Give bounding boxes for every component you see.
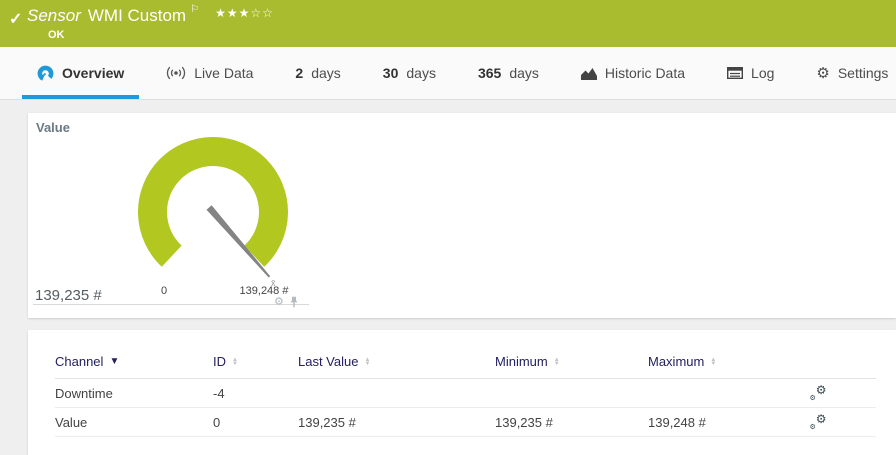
gauge-title: Value	[36, 120, 70, 135]
gauge-min-label: 0	[160, 285, 168, 297]
gauge-tools: ⚙	[274, 296, 299, 308]
channel-settings-gears-icon[interactable]: ⚙ ⚙	[809, 411, 827, 431]
sensor-type-label: Sensor	[27, 6, 81, 25]
cell-channel[interactable]: Downtime	[55, 385, 113, 401]
table-row-downtime[interactable]: Downtime -4 ⚙ ⚙	[55, 379, 876, 408]
tab-30-days[interactable]: 30 days	[368, 47, 451, 99]
tab-365-days[interactable]: 365 days	[463, 47, 554, 99]
tab-historic-data-label: Historic Data	[604, 65, 686, 81]
gauge-settings-gear-icon[interactable]: ⚙	[274, 295, 284, 308]
sensor-title: WMI Custom	[87, 6, 187, 25]
tab-30-days-number: 30	[382, 65, 399, 81]
cell-maximum: 139,248 #	[648, 414, 706, 430]
gauge-arc	[138, 137, 288, 267]
stars-filled[interactable]: ★★★	[215, 6, 251, 20]
table-row-value[interactable]: Value 0 139,235 # 139,235 # 139,248 # ⚙ ⚙	[55, 408, 876, 437]
sort-idle-icon: ▲ ▼	[710, 356, 717, 367]
channels-table: Channel ▼ ID ▲ ▼ Last Value ▲ ▼ Minimum ▲ ▼…	[28, 330, 896, 437]
stars-empty[interactable]: ☆☆	[250, 6, 274, 20]
gauge-chart: x̄	[138, 137, 288, 288]
gauge-needle	[206, 205, 271, 278]
tab-overview-label: Overview	[62, 65, 125, 81]
sort-desc-icon: ▼	[109, 356, 120, 367]
gauge-max-label: 139,248 #	[239, 285, 289, 297]
sensor-header: ✓ Sensor WMI Custom ⚐ ★★★☆☆ OK	[0, 0, 896, 47]
tab-settings[interactable]: ⚙ Settings	[801, 47, 896, 99]
tab-log[interactable]: Log	[712, 47, 789, 99]
column-header-last-value-label: Last Value	[298, 354, 359, 369]
cell-id: 0	[213, 414, 221, 430]
gauge-mean-marker: x̄	[271, 278, 276, 288]
column-header-maximum[interactable]: Maximum ▲ ▼	[648, 354, 788, 369]
area-chart-icon	[580, 67, 597, 80]
column-header-id[interactable]: ID ▲ ▼	[213, 354, 298, 369]
tab-settings-label: Settings	[837, 65, 889, 81]
tab-historic-data[interactable]: Historic Data	[566, 47, 700, 99]
tab-365-days-number: 365	[477, 65, 502, 81]
sort-idle-icon: ▲ ▼	[232, 356, 238, 367]
log-list-icon	[727, 67, 744, 79]
pin-icon[interactable]	[289, 296, 299, 308]
column-header-maximum-label: Maximum	[648, 354, 705, 369]
column-header-minimum-label: Minimum	[495, 354, 548, 369]
tab-2-days-number: 2	[295, 65, 304, 81]
column-header-channel-label: Channel	[55, 354, 104, 369]
sort-idle-icon: ▲ ▼	[553, 356, 560, 367]
tab-2-days[interactable]: 2 days	[280, 47, 355, 99]
cell-channel[interactable]: Value	[55, 414, 88, 430]
channels-panel: Channel ▼ ID ▲ ▼ Last Value ▲ ▼ Minimum ▲ ▼…	[28, 330, 896, 455]
column-header-channel[interactable]: Channel ▼	[55, 354, 213, 369]
status-ok-check-icon: ✓	[9, 11, 23, 28]
tab-bar: Overview Live Data 2 days 30 days 365 da…	[0, 47, 896, 100]
gauge-panel: Value x̄ 0 139,248 # 139,235 # ⚙	[28, 113, 896, 318]
tab-2-days-label: days	[311, 65, 341, 81]
column-header-minimum[interactable]: Minimum ▲ ▼	[495, 354, 648, 369]
cell-minimum: 139,235 #	[495, 414, 553, 430]
status-badge: OK	[48, 29, 65, 41]
flag-icon[interactable]: ⚐	[190, 4, 200, 15]
tab-30-days-label: days	[406, 65, 436, 81]
sort-idle-icon: ▲ ▼	[364, 356, 371, 367]
gauge-widget[interactable]: Value x̄ 0 139,248 # 139,235 # ⚙	[33, 118, 309, 308]
channel-settings-gears-icon[interactable]: ⚙ ⚙	[809, 382, 827, 402]
tab-live-data-label: Live Data	[194, 65, 254, 81]
settings-gear-icon: ⚙	[816, 64, 830, 82]
cell-last-value: 139,235 #	[298, 414, 356, 430]
column-header-last-value[interactable]: Last Value ▲ ▼	[298, 354, 495, 369]
cell-id: -4	[213, 385, 225, 401]
tab-overview[interactable]: Overview	[22, 47, 140, 99]
tab-log-label: Log	[751, 65, 775, 81]
column-header-id-label: ID	[213, 354, 226, 369]
tab-live-data[interactable]: Live Data	[151, 47, 268, 99]
gauge-tab-icon	[37, 65, 54, 82]
live-data-icon	[166, 66, 186, 80]
tab-365-days-label: days	[509, 65, 539, 81]
priority-stars[interactable]: ★★★☆☆	[215, 6, 274, 20]
table-header-row: Channel ▼ ID ▲ ▼ Last Value ▲ ▼ Minimum ▲ ▼…	[55, 354, 876, 379]
gauge-current-value: 139,235 #	[35, 287, 102, 304]
